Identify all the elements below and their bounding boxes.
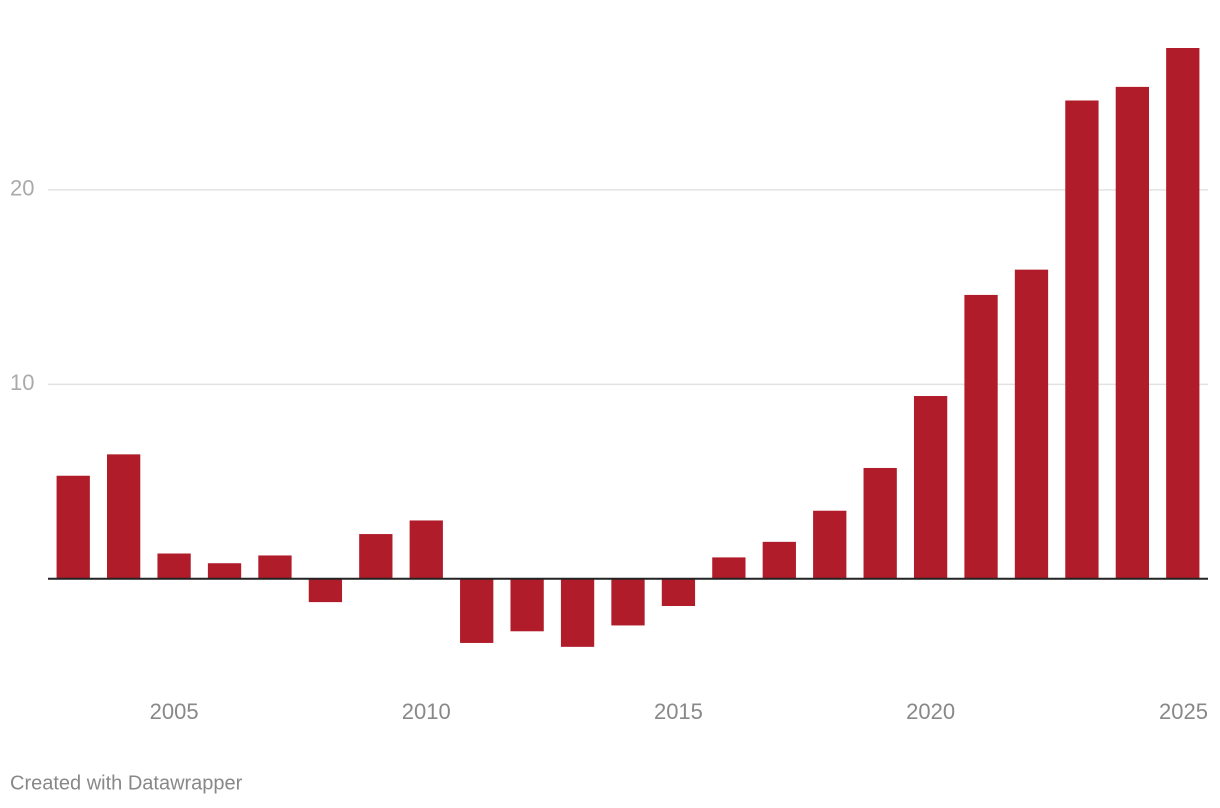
bar bbox=[863, 467, 897, 579]
y-tick-label: 10 bbox=[10, 370, 34, 395]
bar bbox=[712, 557, 746, 579]
bar bbox=[258, 555, 292, 579]
y-tick-label: 20 bbox=[10, 176, 34, 201]
bar bbox=[157, 553, 191, 579]
bar bbox=[510, 578, 544, 632]
bar bbox=[1065, 100, 1099, 579]
x-tick-label: 2015 bbox=[654, 699, 703, 724]
x-tick-label: 2010 bbox=[402, 699, 451, 724]
x-tick-label: 2025 bbox=[1159, 699, 1208, 724]
footer: Created with Datawrapper bbox=[10, 772, 243, 794]
bar bbox=[813, 510, 847, 579]
bar bbox=[611, 578, 645, 626]
bar bbox=[1115, 86, 1149, 579]
bar bbox=[964, 294, 998, 579]
x-tick-label: 2005 bbox=[150, 699, 199, 724]
bar bbox=[913, 396, 948, 579]
bar bbox=[560, 578, 595, 647]
bar bbox=[661, 578, 696, 607]
bar bbox=[207, 563, 242, 579]
bar bbox=[762, 541, 796, 579]
bar bbox=[1014, 269, 1049, 579]
bar bbox=[460, 578, 494, 643]
bar bbox=[308, 578, 343, 603]
bar bbox=[409, 520, 443, 579]
bar bbox=[56, 475, 90, 579]
bar bbox=[1166, 47, 1200, 579]
bar bbox=[359, 534, 393, 579]
x-tick-label: 2020 bbox=[906, 699, 955, 724]
bar bbox=[107, 454, 141, 579]
